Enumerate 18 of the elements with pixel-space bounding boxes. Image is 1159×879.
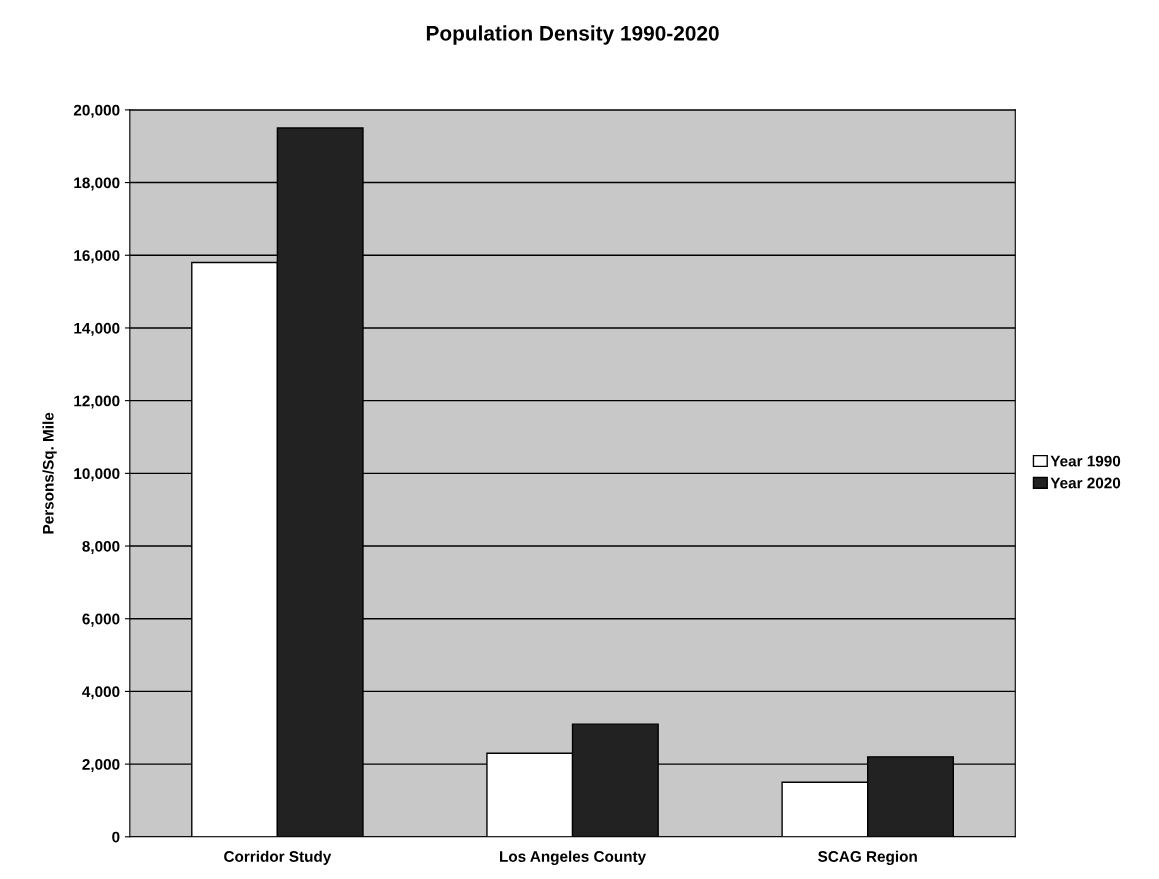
- y-tick-label: 12,000: [74, 395, 120, 409]
- x-tick-label: SCAG Region: [818, 850, 917, 866]
- y-tick-label: 20,000: [73, 104, 120, 118]
- y-tick-label: 18,000: [74, 177, 120, 191]
- y-tick-label: 14,000: [74, 322, 120, 336]
- y-tick-label: 0: [112, 831, 120, 843]
- x-tick-label: Corridor Study: [224, 850, 332, 865]
- y-tick-label: 10,000: [74, 468, 120, 482]
- y-tick-label: 8,000: [82, 540, 120, 554]
- y-tick-label: 6,000: [82, 613, 120, 627]
- legend-label: Year 2020: [1050, 477, 1121, 489]
- y-tick-label: 16,000: [74, 250, 120, 264]
- legend-label: Year 1990: [1050, 455, 1121, 467]
- y-axis-title: Persons/Sq. Mile: [42, 412, 57, 534]
- y-tick-label: 2,000: [82, 758, 120, 773]
- x-tick-label: Los Angeles County: [500, 850, 647, 866]
- chart-title: Population Density 1990-2020: [426, 25, 719, 45]
- y-tick-label: 4,000: [82, 686, 120, 700]
